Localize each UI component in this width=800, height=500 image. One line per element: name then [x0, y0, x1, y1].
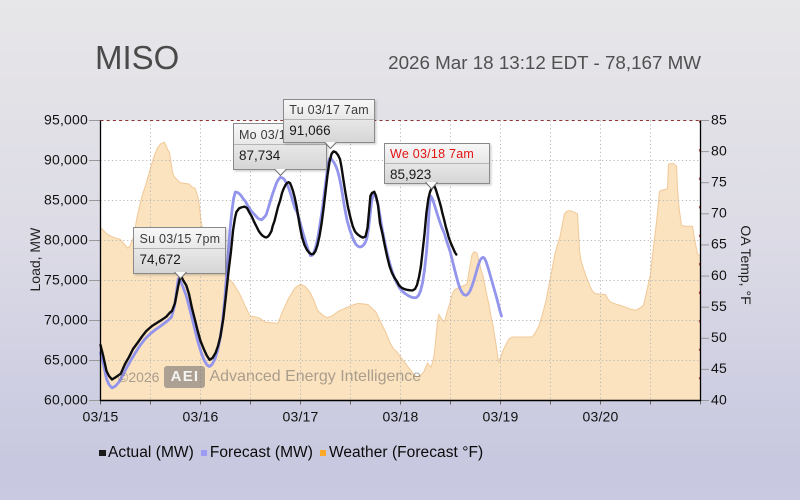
svg-text:80: 80 [711, 142, 727, 158]
svg-text:Load, MW: Load, MW [27, 227, 43, 292]
svg-text:85,000: 85,000 [44, 191, 88, 207]
svg-text:70,000: 70,000 [44, 311, 88, 327]
svg-text:75,000: 75,000 [44, 271, 88, 287]
svg-text:03/17: 03/17 [282, 409, 318, 425]
svg-text:65,000: 65,000 [44, 351, 88, 367]
svg-text:65: 65 [711, 236, 727, 252]
svg-text:70: 70 [711, 205, 727, 221]
svg-text:40: 40 [711, 391, 727, 407]
svg-text:80,000: 80,000 [44, 231, 88, 247]
svg-text:45: 45 [711, 360, 727, 376]
svg-text:60: 60 [711, 267, 727, 283]
svg-text:03/20: 03/20 [582, 409, 618, 425]
svg-text:90,000: 90,000 [44, 151, 88, 167]
svg-text:OA Temp, °F: OA Temp, °F [738, 225, 754, 304]
svg-text:55: 55 [711, 298, 727, 314]
svg-text:75: 75 [711, 174, 727, 190]
svg-text:85: 85 [711, 111, 727, 127]
svg-text:95,000: 95,000 [44, 111, 88, 127]
svg-text:03/15: 03/15 [82, 409, 118, 425]
svg-text:03/18: 03/18 [382, 409, 418, 425]
svg-text:03/16: 03/16 [182, 409, 218, 425]
svg-text:60,000: 60,000 [44, 391, 88, 407]
svg-text:50: 50 [711, 329, 727, 345]
svg-text:03/19: 03/19 [482, 409, 518, 425]
